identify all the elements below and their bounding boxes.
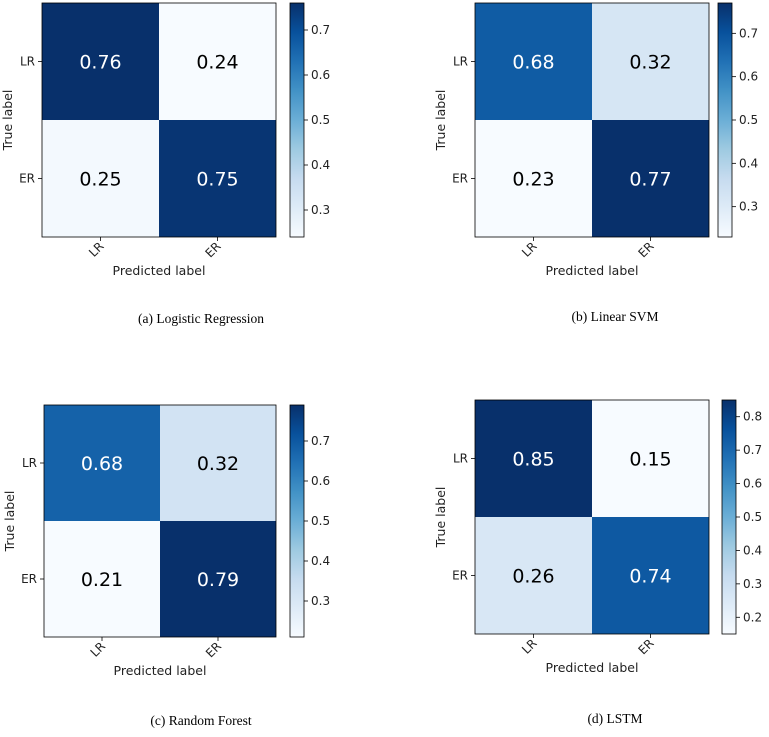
cell-lr-er xyxy=(592,3,709,120)
cell-lr-er xyxy=(160,405,276,521)
colorbar-tick-label: 0.4 xyxy=(743,543,762,557)
cell-value-label: 0.32 xyxy=(197,453,239,475)
cell-lr-er xyxy=(159,3,276,120)
y-tick-label: ER xyxy=(452,569,468,583)
confusion-matrix-a: 0.76 0.24 0.25 0.75 LR ER LR ER Predicted label T… xyxy=(0,2,330,326)
colorbar xyxy=(289,404,305,638)
cell-value-label: 0.68 xyxy=(81,453,123,475)
y-tick-label: LR xyxy=(453,55,468,69)
y-tick-label: LR xyxy=(20,55,35,69)
x-tick-label: LR xyxy=(88,639,109,660)
colorbar-tick-label: 0.5 xyxy=(743,510,762,524)
colorbar-tick-label: 0.3 xyxy=(311,203,330,217)
colorbar-tick-label: 0.6 xyxy=(311,474,330,488)
matrix-frame xyxy=(474,399,710,635)
cell-value-label: 0.85 xyxy=(512,449,554,471)
cell-lr-lr xyxy=(475,3,592,120)
cell-value-label: 0.32 xyxy=(629,52,671,74)
colorbar-tick-label: 0.4 xyxy=(739,156,758,170)
colorbar-tick-label: 0.7 xyxy=(311,23,330,37)
panel-caption: (b) Linear SVM xyxy=(572,309,659,324)
cell-value-label: 0.77 xyxy=(629,169,671,191)
matrix-frame xyxy=(43,404,277,638)
x-tick-label: ER xyxy=(635,636,656,657)
cell-value-label: 0.21 xyxy=(81,569,123,591)
colorbar xyxy=(721,399,737,635)
x-tick-label: ER xyxy=(202,239,223,260)
y-axis-label: True label xyxy=(433,487,448,549)
cell-er-lr xyxy=(42,120,159,237)
colorbar-tick-label: 0.7 xyxy=(743,443,762,457)
confusion-matrix-d: 0.85 0.15 0.26 0.74 LR ER LR ER Predicted label T… xyxy=(433,399,762,726)
colorbar-tick-label: 0.7 xyxy=(311,434,330,448)
cell-value-label: 0.23 xyxy=(512,169,554,191)
cell-er-er xyxy=(159,120,276,237)
cell-er-er xyxy=(592,517,709,634)
x-axis-label: Predicted label xyxy=(114,663,207,678)
confusion-matrix-b: 0.68 0.32 0.23 0.77 LR ER LR ER Predicted label T… xyxy=(433,2,758,324)
cell-value-label: 0.15 xyxy=(629,449,671,471)
colorbar xyxy=(289,2,305,238)
y-tick-label: ER xyxy=(21,572,37,586)
cell-value-label: 0.74 xyxy=(629,566,671,588)
colorbar-tick-label: 0.3 xyxy=(311,594,330,608)
colorbar-tick-label: 0.5 xyxy=(311,113,330,127)
panel-caption: (d) LSTM xyxy=(587,711,642,726)
cell-lr-lr xyxy=(475,400,592,517)
y-axis-label: True label xyxy=(0,90,15,152)
colorbar-tick-label: 0.3 xyxy=(739,200,758,214)
panel-caption: (c) Random Forest xyxy=(150,713,251,728)
cell-value-label: 0.26 xyxy=(512,566,554,588)
cell-er-er xyxy=(592,120,709,237)
y-tick-label: LR xyxy=(22,456,37,470)
x-axis-label: Predicted label xyxy=(546,660,639,675)
colorbar-tick-label: 0.2 xyxy=(743,610,762,624)
x-tick-label: LR xyxy=(519,239,540,260)
colorbar-tick-label: 0.6 xyxy=(311,68,330,82)
cell-value-label: 0.75 xyxy=(196,169,238,191)
colorbar-tick-label: 0.4 xyxy=(311,158,330,172)
y-axis-label: True label xyxy=(2,491,17,553)
cell-value-label: 0.79 xyxy=(197,569,239,591)
colorbar-tick-label: 0.5 xyxy=(311,514,330,528)
y-axis-label: True label xyxy=(433,90,448,152)
cell-value-label: 0.24 xyxy=(196,52,238,74)
colorbar-tick-label: 0.8 xyxy=(743,410,762,424)
y-tick-label: ER xyxy=(452,172,468,186)
cell-lr-lr xyxy=(44,405,160,521)
matrix-frame xyxy=(474,2,710,238)
y-tick-label: LR xyxy=(453,452,468,466)
cell-lr-er xyxy=(592,400,709,517)
y-tick-label: ER xyxy=(19,172,35,186)
colorbar-tick-label: 0.6 xyxy=(739,70,758,84)
cell-er-lr xyxy=(44,521,160,637)
x-tick-label: ER xyxy=(203,639,224,660)
colorbar-tick-label: 0.5 xyxy=(739,113,758,127)
cell-er-lr xyxy=(475,517,592,634)
colorbar-tick-label: 0.3 xyxy=(743,577,762,591)
cell-er-er xyxy=(160,521,276,637)
colorbar xyxy=(717,2,733,238)
x-tick-label: LR xyxy=(519,636,540,657)
matrix-frame xyxy=(41,2,277,238)
x-axis-label: Predicted label xyxy=(113,263,206,278)
panel-caption: (a) Logistic Regression xyxy=(138,311,264,326)
cell-er-lr xyxy=(475,120,592,237)
colorbar-tick-label: 0.6 xyxy=(743,477,762,491)
x-tick-label: LR xyxy=(86,239,107,260)
x-tick-label: ER xyxy=(635,239,656,260)
colorbar-tick-label: 0.7 xyxy=(739,26,758,40)
x-axis-label: Predicted label xyxy=(546,263,639,278)
confusion-matrix-c: 0.68 0.32 0.21 0.79 LR ER LR ER Predicted label T… xyxy=(2,404,330,728)
cell-value-label: 0.68 xyxy=(512,52,554,74)
cell-value-label: 0.76 xyxy=(79,52,121,74)
cell-lr-lr xyxy=(42,3,159,120)
cell-value-label: 0.25 xyxy=(79,169,121,191)
colorbar-tick-label: 0.4 xyxy=(311,554,330,568)
